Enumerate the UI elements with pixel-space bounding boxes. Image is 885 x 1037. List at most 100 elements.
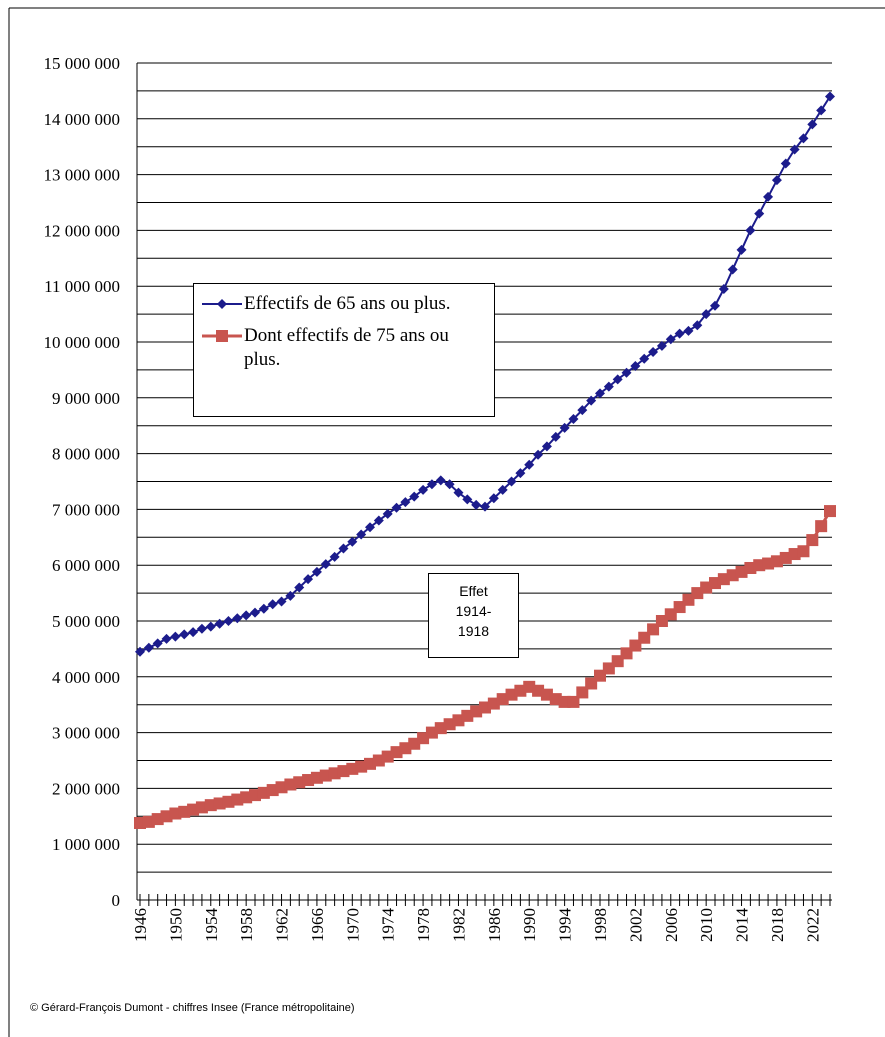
point	[241, 610, 252, 621]
point	[639, 353, 650, 364]
point	[161, 633, 172, 644]
point	[621, 367, 632, 378]
legend-item: Dont effectifs de 75 ans ou plus.	[200, 324, 488, 372]
point	[736, 244, 747, 255]
annotation-line: 1918	[457, 623, 490, 639]
y-tick-label: 13 000 000	[44, 166, 121, 185]
y-tick-label: 9 000 000	[52, 389, 120, 408]
point	[656, 340, 667, 351]
point	[426, 479, 437, 490]
point	[462, 494, 473, 505]
x-tick-label: 1958	[237, 908, 256, 942]
point	[710, 300, 720, 311]
point	[506, 476, 517, 487]
point	[780, 158, 791, 169]
point	[567, 695, 580, 708]
point	[205, 621, 216, 632]
point	[382, 508, 393, 519]
point	[674, 328, 685, 339]
y-tick-label: 5 000 000	[52, 612, 120, 631]
point	[267, 599, 278, 610]
point	[480, 501, 490, 512]
y-tick-label: 6 000 000	[52, 556, 120, 575]
point	[816, 105, 827, 116]
point	[347, 536, 358, 547]
point	[143, 642, 154, 653]
x-tick-label: 2022	[803, 908, 822, 942]
x-tick-label: 1950	[166, 908, 185, 942]
point	[276, 596, 287, 607]
point	[444, 479, 455, 490]
point	[524, 459, 535, 470]
point	[311, 566, 322, 577]
x-tick-label: 1994	[556, 908, 575, 943]
x-tick-label: 1970	[343, 908, 362, 942]
point	[294, 582, 305, 593]
point	[797, 545, 810, 558]
y-tick-label: 8 000 000	[52, 445, 120, 464]
point	[815, 520, 828, 533]
point	[807, 119, 818, 130]
y-tick-label: 3 000 000	[52, 724, 120, 743]
point	[471, 499, 482, 510]
legend-label: Effectifs de 65 ans ou plus.	[244, 293, 451, 314]
point	[550, 431, 561, 442]
point	[365, 522, 375, 533]
point	[400, 497, 411, 508]
y-tick-label: 1 000 000	[52, 835, 120, 854]
point	[568, 414, 579, 425]
point	[409, 491, 420, 502]
point	[258, 603, 269, 614]
point	[559, 422, 570, 433]
point	[488, 493, 499, 504]
y-tick-label: 2 000 000	[52, 779, 120, 798]
x-tick-label: 2002	[626, 908, 645, 942]
x-tick-label: 2014	[733, 908, 752, 943]
point	[453, 487, 464, 498]
point	[630, 360, 641, 371]
point	[692, 320, 703, 331]
x-tick-label: 1954	[202, 908, 221, 943]
point	[806, 534, 819, 547]
y-tick-label: 11 000 000	[44, 277, 120, 296]
point	[188, 627, 199, 638]
annotation: Effet 1914- 1918	[428, 573, 519, 658]
point	[603, 381, 614, 392]
legend-swatch	[202, 299, 242, 309]
x-tick-label: 1974	[379, 908, 398, 943]
x-tick-label: 1986	[485, 908, 504, 942]
point	[435, 475, 446, 486]
point	[170, 631, 181, 642]
point	[356, 529, 367, 540]
point	[701, 309, 712, 320]
annotation-line: 1914-	[455, 603, 492, 619]
point	[320, 559, 331, 570]
point	[196, 623, 207, 634]
point	[665, 334, 676, 345]
x-tick-label: 1990	[520, 908, 539, 942]
x-tick-label: 2006	[662, 908, 681, 942]
point	[577, 405, 588, 416]
point	[648, 347, 659, 358]
annotation-line: Effet	[459, 583, 488, 599]
point	[250, 607, 260, 618]
point	[232, 613, 243, 624]
y-tick-label: 0	[112, 891, 121, 910]
point	[718, 283, 729, 294]
point	[329, 551, 340, 562]
y-tick-label: 7 000 000	[52, 500, 120, 519]
point	[391, 502, 402, 513]
x-tick-label: 1982	[449, 908, 468, 942]
point	[612, 374, 623, 385]
y-tick-label: 10 000 000	[44, 333, 121, 352]
x-tick-label: 1962	[273, 908, 292, 942]
point	[771, 175, 782, 186]
point	[223, 616, 234, 626]
x-tick-label: 2010	[697, 908, 716, 942]
legend-item: Effectifs de 65 ans ou plus.	[200, 292, 488, 316]
y-tick-label: 15 000 000	[44, 54, 121, 73]
y-tick-label: 12 000 000	[44, 221, 121, 240]
x-tick-label: 1966	[308, 908, 327, 942]
